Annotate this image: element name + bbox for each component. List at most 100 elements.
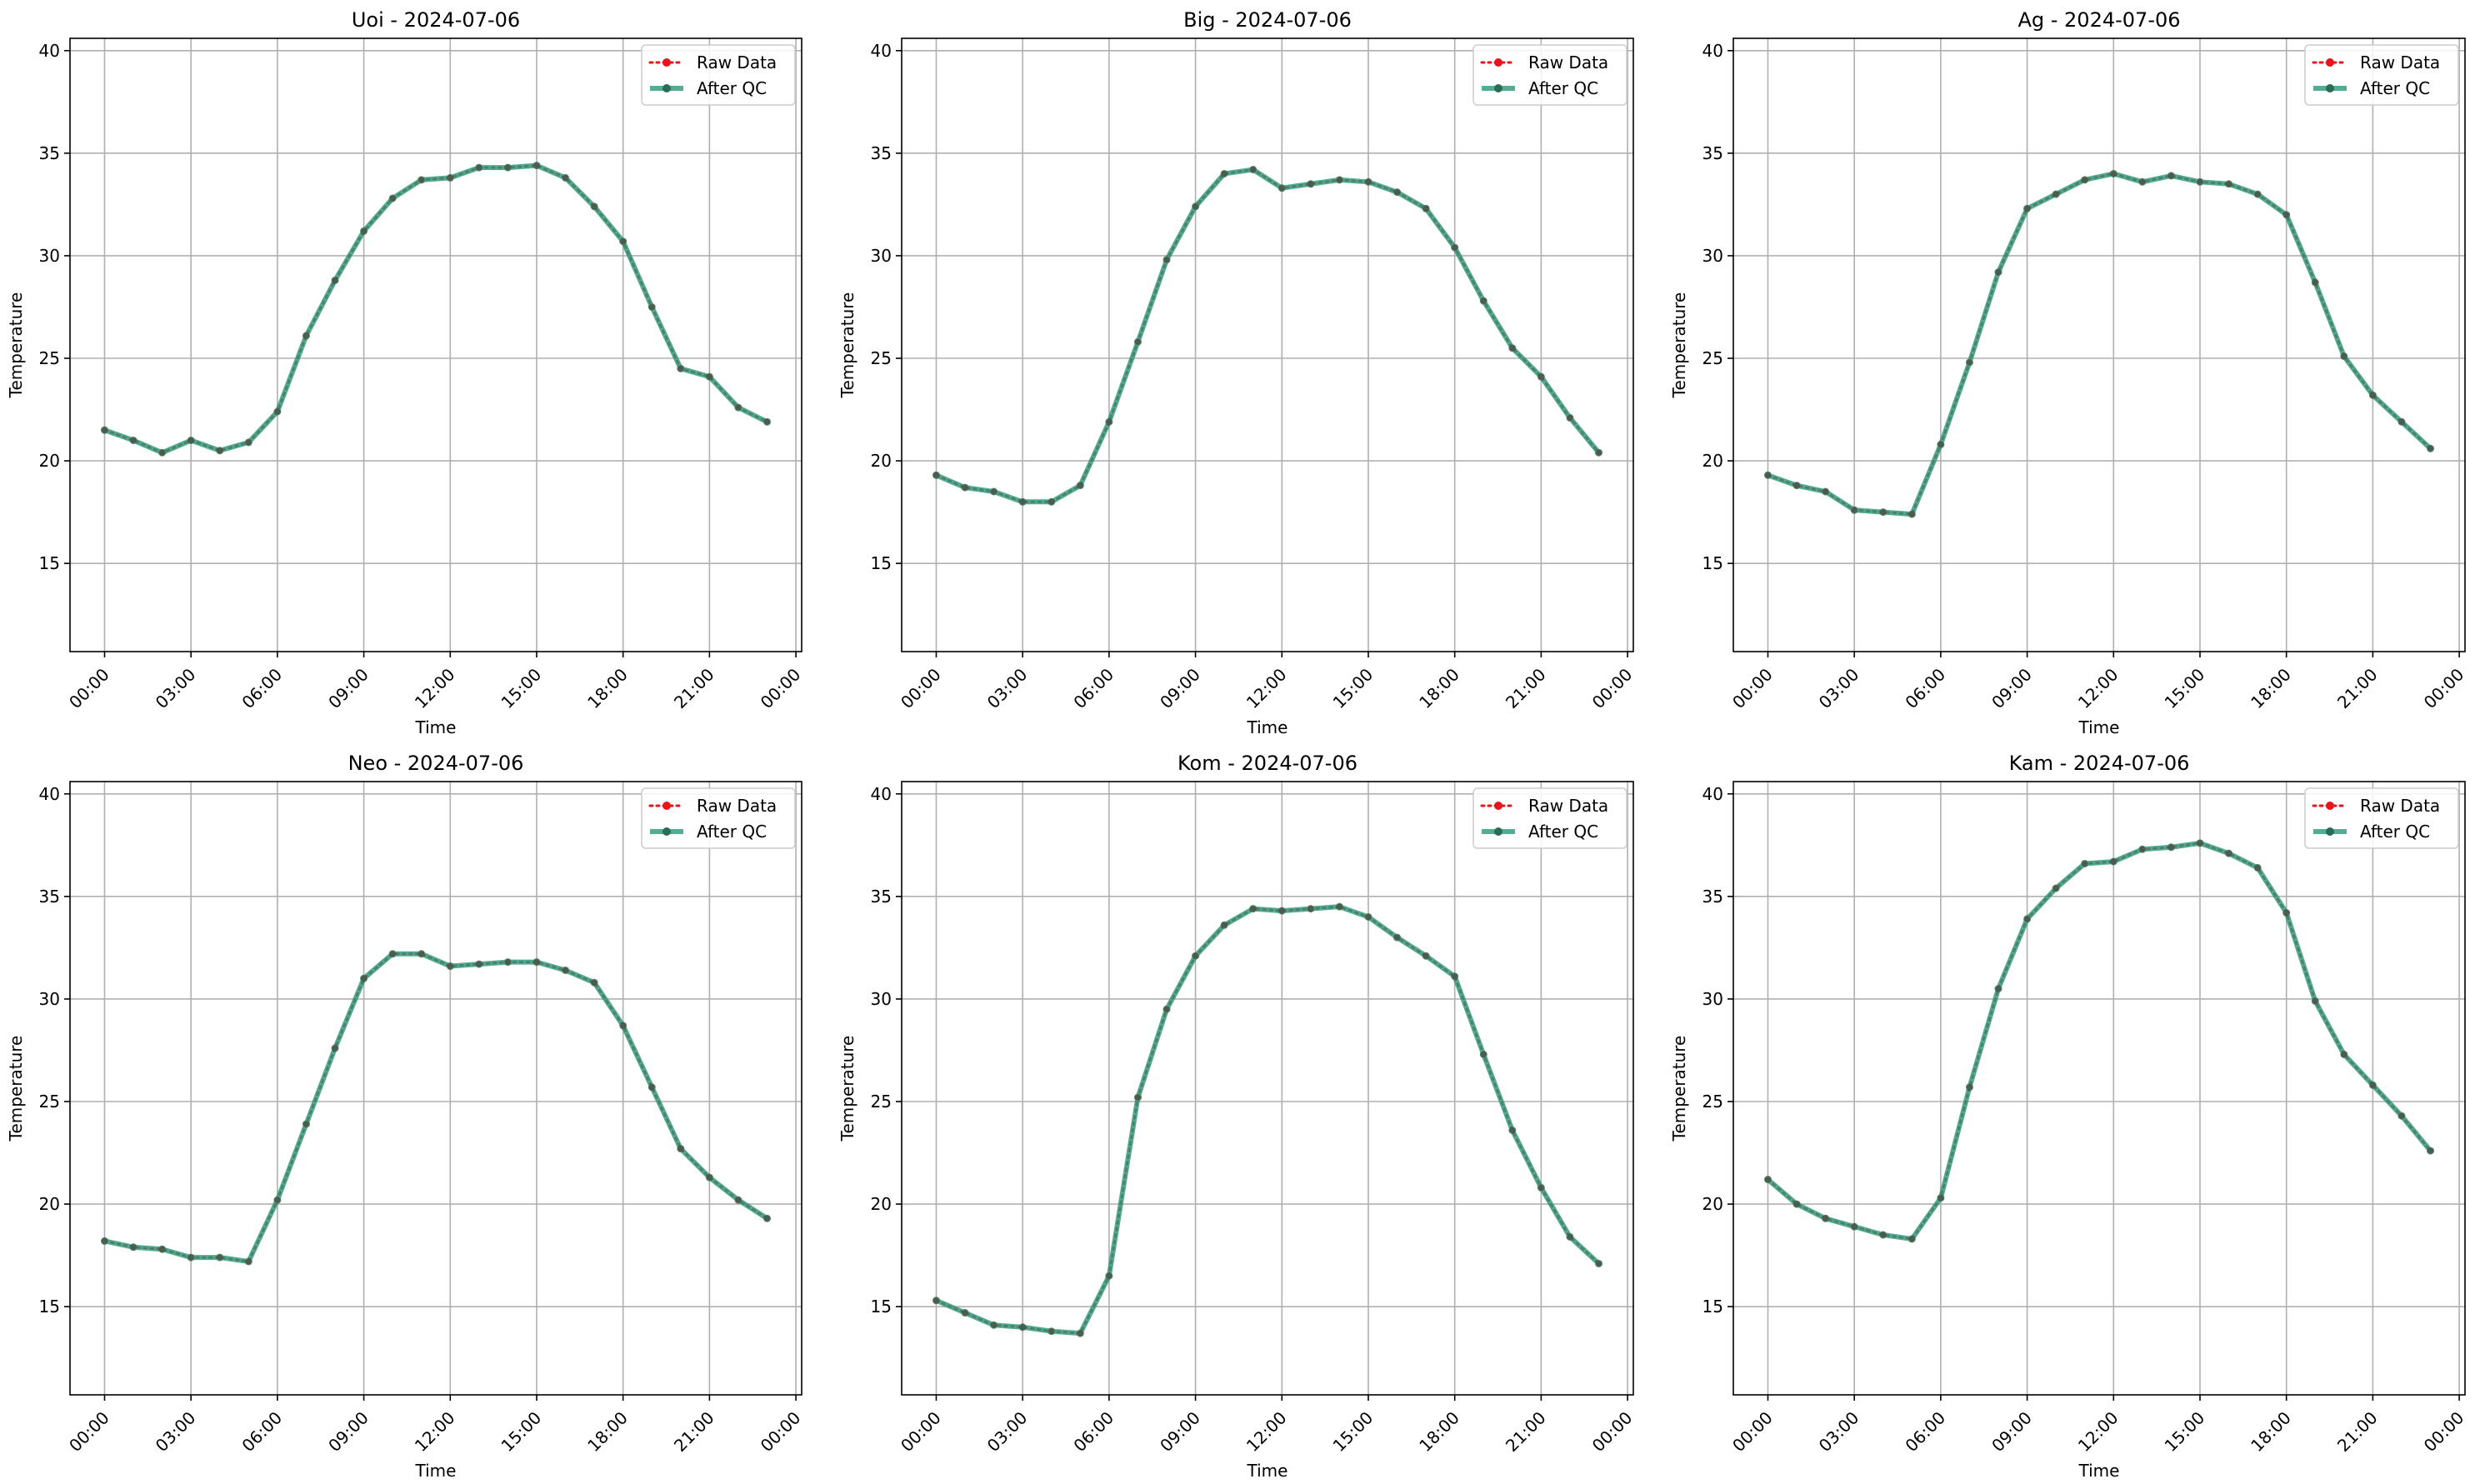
- after-qc-point: [129, 436, 138, 444]
- after-qc-point: [1076, 1329, 1084, 1337]
- after-qc-point: [2225, 849, 2233, 857]
- after-qc-point: [244, 438, 252, 447]
- after-qc-point: [331, 1044, 339, 1052]
- after-qc-point: [302, 1120, 310, 1128]
- after-qc-point: [2052, 190, 2060, 198]
- x-tick-label: 12:00: [2074, 664, 2122, 712]
- raw-data-line: [934, 167, 1601, 503]
- y-axis-label: Temperature: [1669, 1036, 1689, 1142]
- after-qc-point: [1422, 952, 1430, 960]
- x-tick-label: 03:00: [152, 1407, 200, 1456]
- x-axis-label: Time: [415, 1461, 457, 1481]
- legend: Raw Data After QC: [641, 787, 796, 849]
- after-qc-point: [1278, 907, 1286, 915]
- after-qc-point: [216, 447, 224, 455]
- y-tick-label: 30: [1702, 246, 1723, 266]
- after-qc-point: [2023, 204, 2032, 212]
- y-tick-label: 40: [871, 41, 892, 61]
- after-qc-point: [562, 966, 570, 974]
- y-tick-label: 15: [871, 553, 892, 573]
- x-tick-label: 06:00: [1069, 664, 1118, 712]
- series-after-qc: [932, 166, 1603, 506]
- y-tick-label: 20: [39, 1194, 60, 1214]
- x-tick-label: 21:00: [1502, 664, 1550, 712]
- after-qc-point: [1479, 297, 1488, 305]
- after-qc-point: [932, 471, 940, 479]
- x-tick-label: 09:00: [1156, 1407, 1204, 1456]
- after-qc-point: [2052, 884, 2060, 892]
- after-qc-point: [2196, 839, 2204, 847]
- after-qc-point: [990, 487, 998, 496]
- y-tick-label: 40: [871, 784, 892, 804]
- after-qc-point: [1508, 1126, 1517, 1134]
- x-tick-label: 06:00: [1901, 1407, 1949, 1456]
- after-qc-point: [1192, 952, 1200, 960]
- after-qc-point: [2311, 278, 2319, 287]
- legend-label-qc: After QC: [1528, 78, 1598, 98]
- y-tick-label: 25: [1702, 348, 1723, 368]
- x-tick-label: 00:00: [1588, 1407, 1637, 1456]
- x-tick-label: 15:00: [2161, 664, 2209, 712]
- after-qc-line: [933, 904, 1602, 1337]
- y-tick-label: 30: [39, 989, 60, 1009]
- after-qc-point: [2253, 190, 2262, 198]
- legend-label-qc: After QC: [2360, 78, 2430, 98]
- after-qc-point: [705, 372, 713, 381]
- after-qc-point: [1018, 1323, 1027, 1332]
- x-tick-label: 00:00: [65, 664, 113, 712]
- x-tick-label: 09:00: [1988, 664, 2036, 712]
- grid-lines: [70, 782, 802, 1395]
- after-qc-point: [1908, 510, 1916, 518]
- after-qc-point: [1595, 448, 1603, 457]
- y-tick-label: 30: [39, 246, 60, 266]
- legend-label-raw: Raw Data: [1528, 52, 1608, 72]
- series-after-qc: [100, 950, 772, 1266]
- after-qc-point: [1908, 1235, 1916, 1243]
- after-qc-point: [2427, 444, 2435, 452]
- chart-title: Kom - 2024-07-06: [1178, 752, 1358, 775]
- after-qc-line: [1765, 171, 2433, 517]
- after-qc-point: [1937, 1194, 1945, 1202]
- legend-label-raw: Raw Data: [1528, 796, 1608, 816]
- x-tick-label: 00:00: [757, 664, 805, 712]
- plot-frame: [1732, 37, 2466, 652]
- x-tick-label: 03:00: [152, 664, 200, 712]
- after-qc-point: [2081, 176, 2089, 184]
- after-qc-point: [446, 173, 454, 182]
- x-axis-label: Time: [2078, 1461, 2120, 1481]
- y-tick-label: 35: [871, 887, 892, 907]
- y-axis-label: Temperature: [838, 1036, 858, 1142]
- after-qc-point: [418, 950, 426, 958]
- after-qc-point: [302, 332, 310, 340]
- after-qc-point: [1937, 440, 1945, 448]
- after-qc-point: [475, 960, 483, 968]
- legend-label-qc: After QC: [697, 78, 767, 98]
- after-qc-point: [961, 483, 969, 492]
- after-qc-point: [2225, 180, 2233, 188]
- after-qc-point: [1364, 912, 1372, 921]
- x-tick-label: 21:00: [670, 664, 718, 712]
- legend-label-qc: After QC: [697, 822, 767, 842]
- after-qc-point: [1566, 413, 1574, 422]
- after-qc-point: [2311, 997, 2319, 1005]
- x-tick-label: 12:00: [2074, 1407, 2122, 1456]
- chart-panel: Ag - 2024-07-06 00:00 03:00 06:00 09:00 12:00…: [1669, 8, 2468, 737]
- y-tick-label: 30: [871, 246, 892, 266]
- after-qc-point: [961, 1309, 969, 1317]
- after-qc-point: [1278, 184, 1286, 192]
- after-qc-point: [1162, 1005, 1171, 1013]
- y-tick-label: 25: [1702, 1092, 1723, 1112]
- after-qc-point: [1792, 482, 1801, 490]
- legend-label-raw: Raw Data: [2360, 52, 2440, 72]
- x-tick-label: 09:00: [1988, 1407, 2036, 1456]
- x-tick-label: 15:00: [498, 1407, 546, 1456]
- after-qc-point: [360, 227, 368, 235]
- after-qc-point: [1763, 1176, 1772, 1184]
- x-axis-label: Time: [1247, 1461, 1288, 1481]
- after-qc-point: [1994, 268, 2002, 277]
- chart-title: Big - 2024-07-06: [1183, 8, 1352, 32]
- after-qc-point: [1792, 1200, 1801, 1208]
- after-qc-point: [1133, 1093, 1142, 1102]
- after-qc-point: [532, 162, 541, 170]
- chart-title: Ag - 2024-07-06: [2018, 8, 2180, 32]
